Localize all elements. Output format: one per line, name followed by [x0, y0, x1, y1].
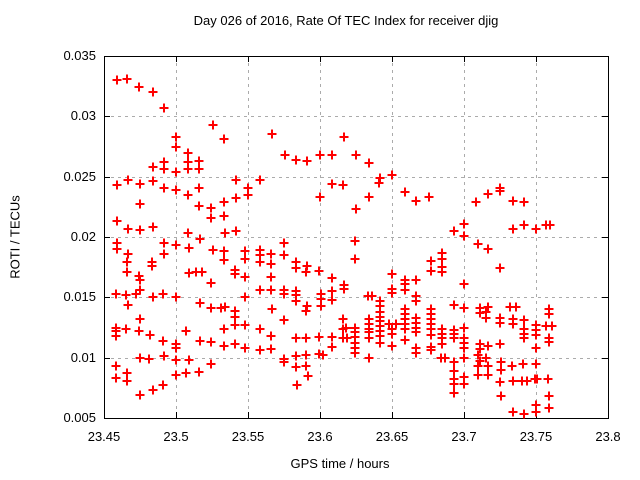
x-tick-label: 23.65	[375, 429, 409, 444]
x-tick-label: 23.8	[595, 429, 621, 444]
x-tick-label: 23.6	[307, 429, 333, 444]
y-tick-label: 0.025	[63, 168, 96, 184]
y-tick-label: 0.03	[70, 108, 96, 124]
y-tick-label: 0.005	[63, 410, 96, 425]
x-tick-label: 23.75	[519, 429, 553, 444]
scatter-points	[111, 74, 557, 419]
x-tick-label: 23.7	[451, 429, 477, 444]
x-axis-label: GPS time / hours	[290, 456, 390, 471]
chart-title: Day 026 of 2016, Rate Of TEC Index for r…	[193, 13, 499, 28]
plot-frame	[104, 56, 609, 419]
x-tick-label: 23.55	[231, 429, 265, 444]
x-tick-label: 23.45	[87, 429, 121, 444]
y-tick-label: 0.02	[70, 229, 96, 244]
x-tick-label: 23.5	[163, 429, 189, 444]
y-tick-label: 0.01	[70, 349, 96, 365]
y-tick-label: 0.015	[63, 289, 96, 305]
y-tick-label: 0.035	[63, 48, 96, 63]
